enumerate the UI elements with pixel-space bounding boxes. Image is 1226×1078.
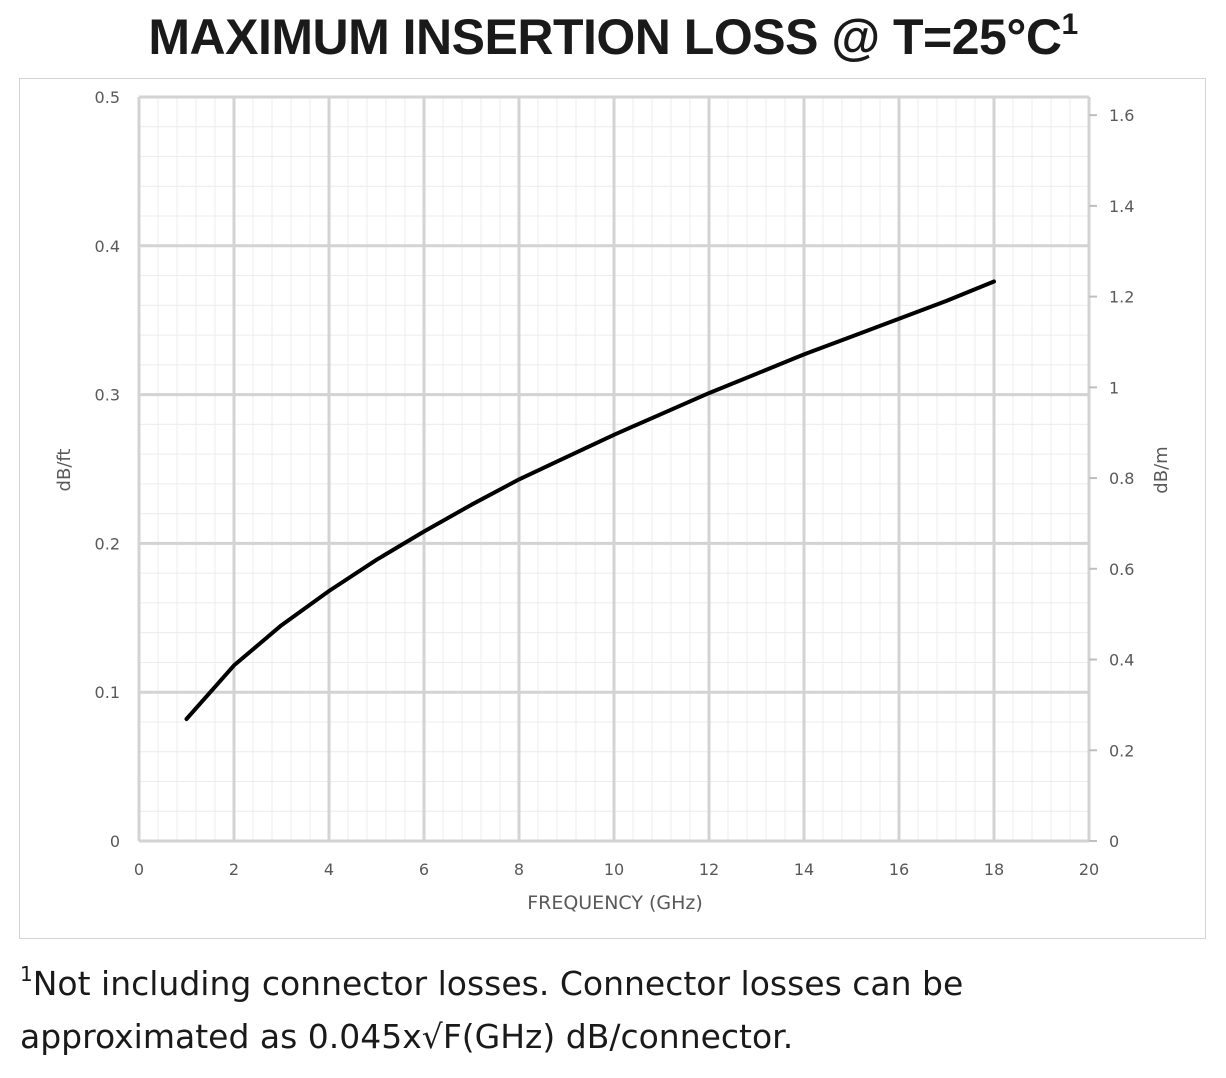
- secondary-y-tick-label: 0.4: [1109, 651, 1134, 670]
- major-gridlines: [139, 97, 1089, 841]
- y-axis-ticks: 0 0.1 0.2 0.3 0.4 0.5: [95, 88, 120, 851]
- y-axis-label: dB/ft: [54, 449, 75, 492]
- y-tick-label: 0.3: [95, 386, 120, 405]
- x-tick-label: 12: [699, 860, 719, 879]
- secondary-y-tick-label: 1.6: [1109, 106, 1134, 125]
- secondary-y-tick-label: 1.4: [1109, 197, 1134, 216]
- secondary-y-tick-label: 0.6: [1109, 560, 1134, 579]
- y-tick-label: 0.1: [95, 683, 120, 702]
- x-tick-label: 0: [134, 860, 144, 879]
- footnote-line-2: approximated as 0.045x√F(GHz) dB/connect…: [20, 1017, 794, 1056]
- y-tick-label: 0.5: [95, 88, 120, 107]
- footnote: 1Not including connector losses. Connect…: [20, 957, 1210, 1063]
- x-tick-label: 6: [419, 860, 429, 879]
- chart-title-superscript: 1: [1061, 8, 1078, 41]
- secondary-y-axis-label: dB/m: [1151, 446, 1172, 493]
- secondary-y-axis-ticks: 0 0.2 0.4 0.6 0.8 1 1.2 1.4 1.6: [1089, 106, 1134, 851]
- chart-title: MAXIMUM INSERTION LOSS @ T=25°C1: [0, 8, 1226, 66]
- x-axis-ticks: 0 2 4 6 8 10 12 14 16 18 20: [134, 860, 1099, 879]
- loss-curve: [184, 279, 996, 721]
- footnote-marker: 1: [20, 962, 33, 986]
- secondary-y-tick-label: 1.2: [1109, 288, 1134, 307]
- chart-title-text: MAXIMUM INSERTION LOSS @ T=25°C: [148, 9, 1062, 65]
- x-tick-label: 16: [889, 860, 909, 879]
- secondary-y-tick-label: 0: [1109, 832, 1119, 851]
- x-tick-label: 10: [604, 860, 624, 879]
- x-tick-label: 18: [984, 860, 1004, 879]
- x-tick-label: 20: [1079, 860, 1099, 879]
- loss-series: [184, 279, 996, 721]
- secondary-y-tick-label: 0.8: [1109, 469, 1134, 488]
- plot-axes: [137, 95, 1091, 843]
- x-tick-label: 4: [324, 860, 334, 879]
- footnote-text-1: Not including connector losses. Connecto…: [32, 964, 964, 1003]
- footnote-line-1: 1Not including connector losses. Connect…: [20, 957, 1210, 1010]
- x-tick-label: 2: [229, 860, 239, 879]
- secondary-y-tick-label: 1: [1109, 378, 1119, 397]
- chart-frame: [19, 78, 1206, 939]
- y-tick-label: 0.2: [95, 534, 120, 553]
- secondary-y-tick-label: 0.2: [1109, 741, 1134, 760]
- x-tick-label: 14: [794, 860, 814, 879]
- y-tick-label: 0: [110, 832, 120, 851]
- x-tick-label: 8: [514, 860, 524, 879]
- y-tick-label: 0.4: [95, 237, 120, 256]
- x-axis-label: FREQUENCY (GHz): [527, 892, 703, 914]
